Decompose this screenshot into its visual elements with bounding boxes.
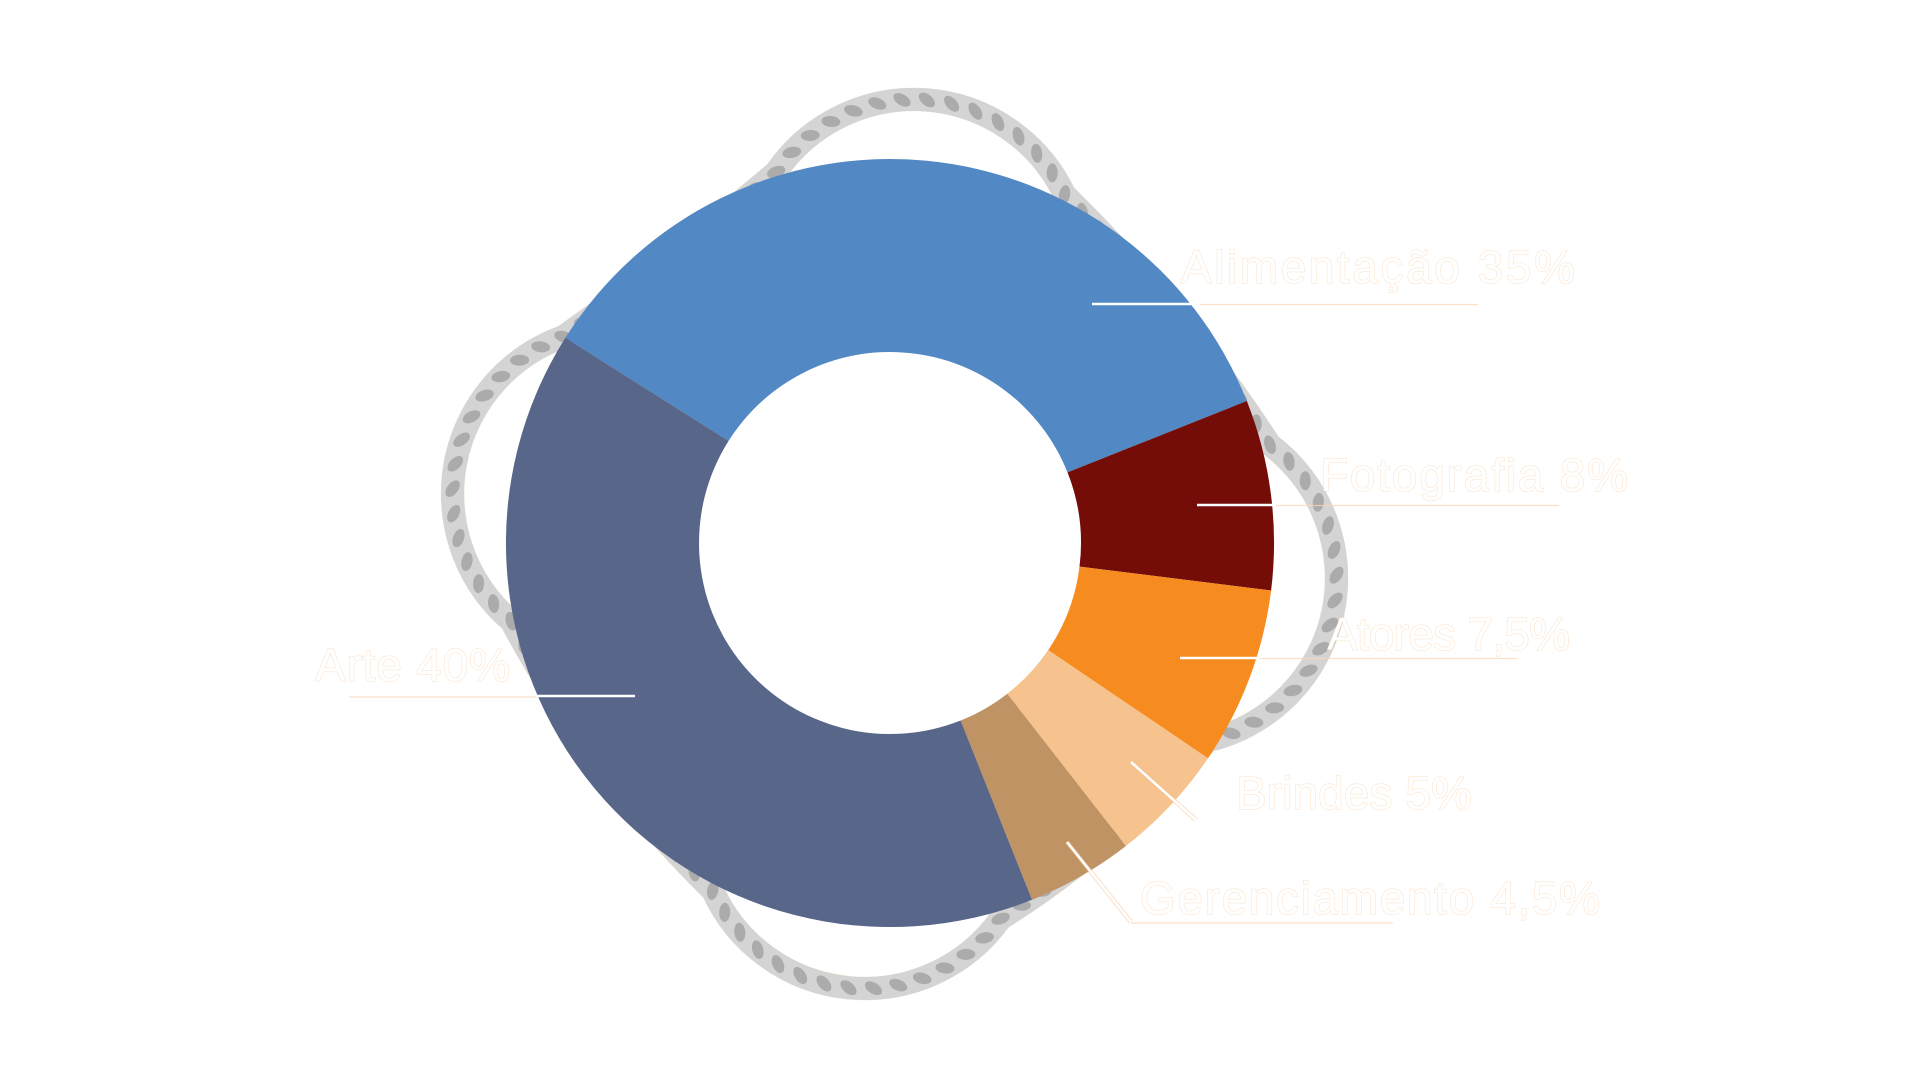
svg-text:Alimentação 35%: Alimentação 35%: [1181, 241, 1575, 293]
svg-text:Brindes 5%: Brindes 5%: [1236, 767, 1472, 819]
svg-text:Atores 7,5%: Atores 7,5%: [1327, 608, 1570, 660]
svg-text:Fotografia 8%: Fotografia 8%: [1320, 449, 1628, 501]
svg-text:Gerenciamento 4,5%: Gerenciamento 4,5%: [1140, 872, 1600, 924]
svg-text:Arte 40%: Arte 40%: [315, 639, 510, 691]
